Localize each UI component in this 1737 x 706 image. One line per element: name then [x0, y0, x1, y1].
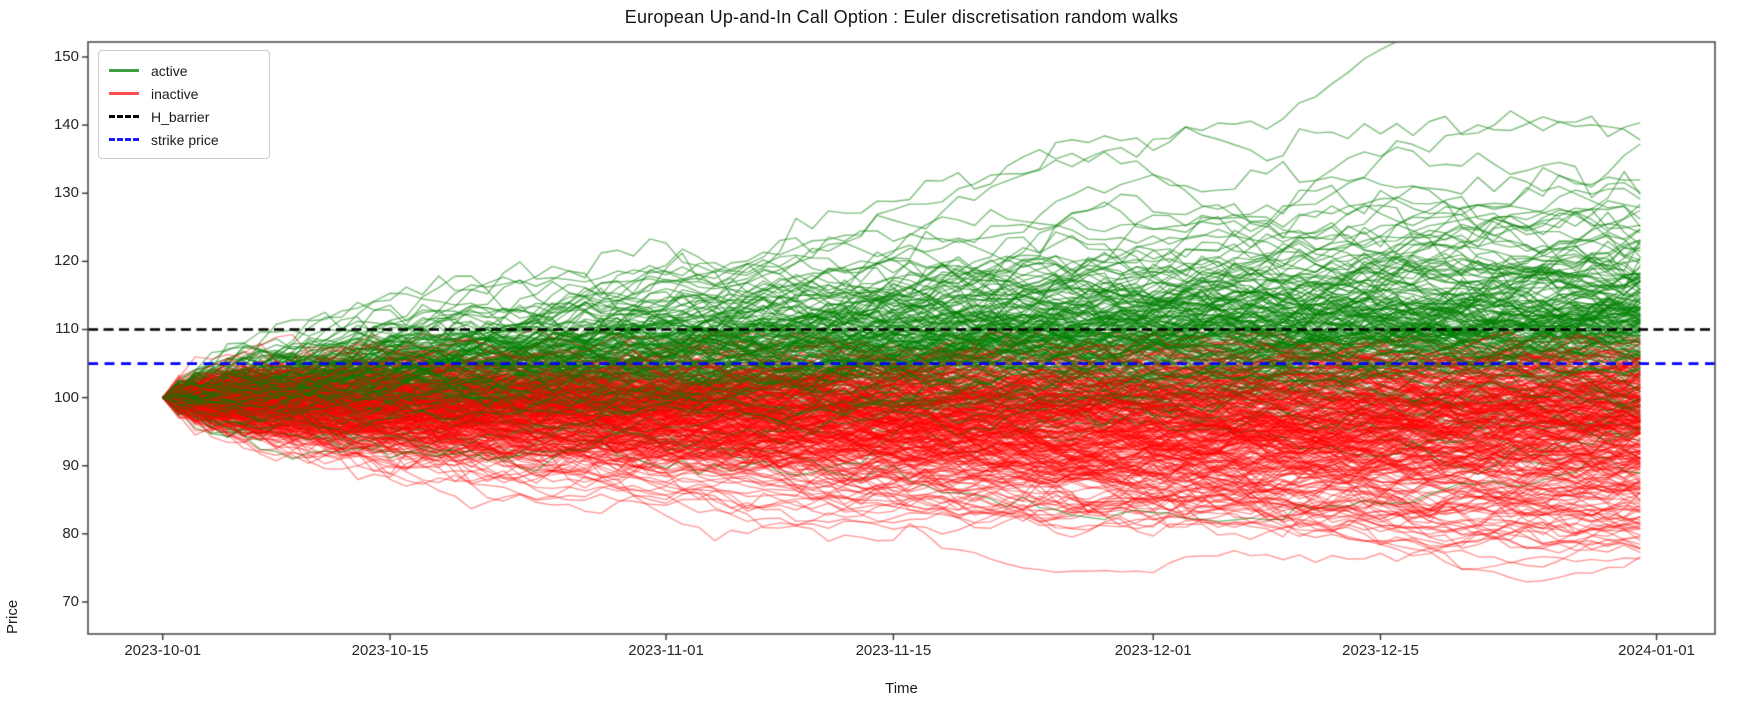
- legend-line-sample-inactive: [109, 92, 139, 95]
- y-tick-label: 70: [62, 592, 79, 610]
- x-tick-label: 2023-12-01: [1114, 642, 1192, 659]
- legend-label: H_barrier: [151, 108, 210, 125]
- y-tick-label: 150: [53, 47, 79, 65]
- legend-item-strike-price: strike price: [109, 128, 259, 151]
- y-axis-tick-labels: 70 80 90 100 110 120 130 140 150: [0, 0, 79, 706]
- legend-item-active: active: [109, 59, 259, 82]
- legend-label: strike price: [151, 131, 219, 148]
- legend-line-sample-strike-price: [109, 138, 139, 141]
- legend-line-sample-active: [109, 69, 139, 72]
- chart-title: European Up-and-In Call Option : Euler d…: [624, 7, 1179, 27]
- y-tick-label: 120: [53, 252, 79, 270]
- legend-line-sample-h-barrier: [109, 115, 139, 118]
- x-tick-label: 2023-12-15: [1342, 642, 1419, 659]
- x-tick-label: 2023-11-15: [855, 642, 932, 659]
- x-axis-tick-labels: 2023-10-01 2023-10-15 2023-11-01 2023-11-15…: [0, 642, 1737, 664]
- x-tick-label: 2023-10-01: [124, 642, 202, 659]
- legend-label: inactive: [151, 85, 199, 102]
- x-tick-label: 2023-11-01: [628, 642, 704, 659]
- y-tick-label: 100: [53, 388, 79, 406]
- x-axis-label: Time: [885, 680, 918, 697]
- y-tick-label: 80: [62, 524, 79, 542]
- y-tick-label: 130: [53, 184, 79, 202]
- y-tick-label: 90: [62, 456, 79, 474]
- y-tick-label: 110: [55, 320, 79, 338]
- legend-item-inactive: inactive: [109, 82, 259, 105]
- legend: active inactive H_barrier strike price: [98, 50, 270, 159]
- legend-item-h-barrier: H_barrier: [109, 105, 259, 128]
- x-tick-label: 2024-01-01: [1618, 642, 1695, 659]
- x-tick-label: 2023-10-15: [351, 642, 429, 659]
- legend-label: active: [151, 62, 188, 79]
- y-tick-label: 140: [53, 116, 79, 134]
